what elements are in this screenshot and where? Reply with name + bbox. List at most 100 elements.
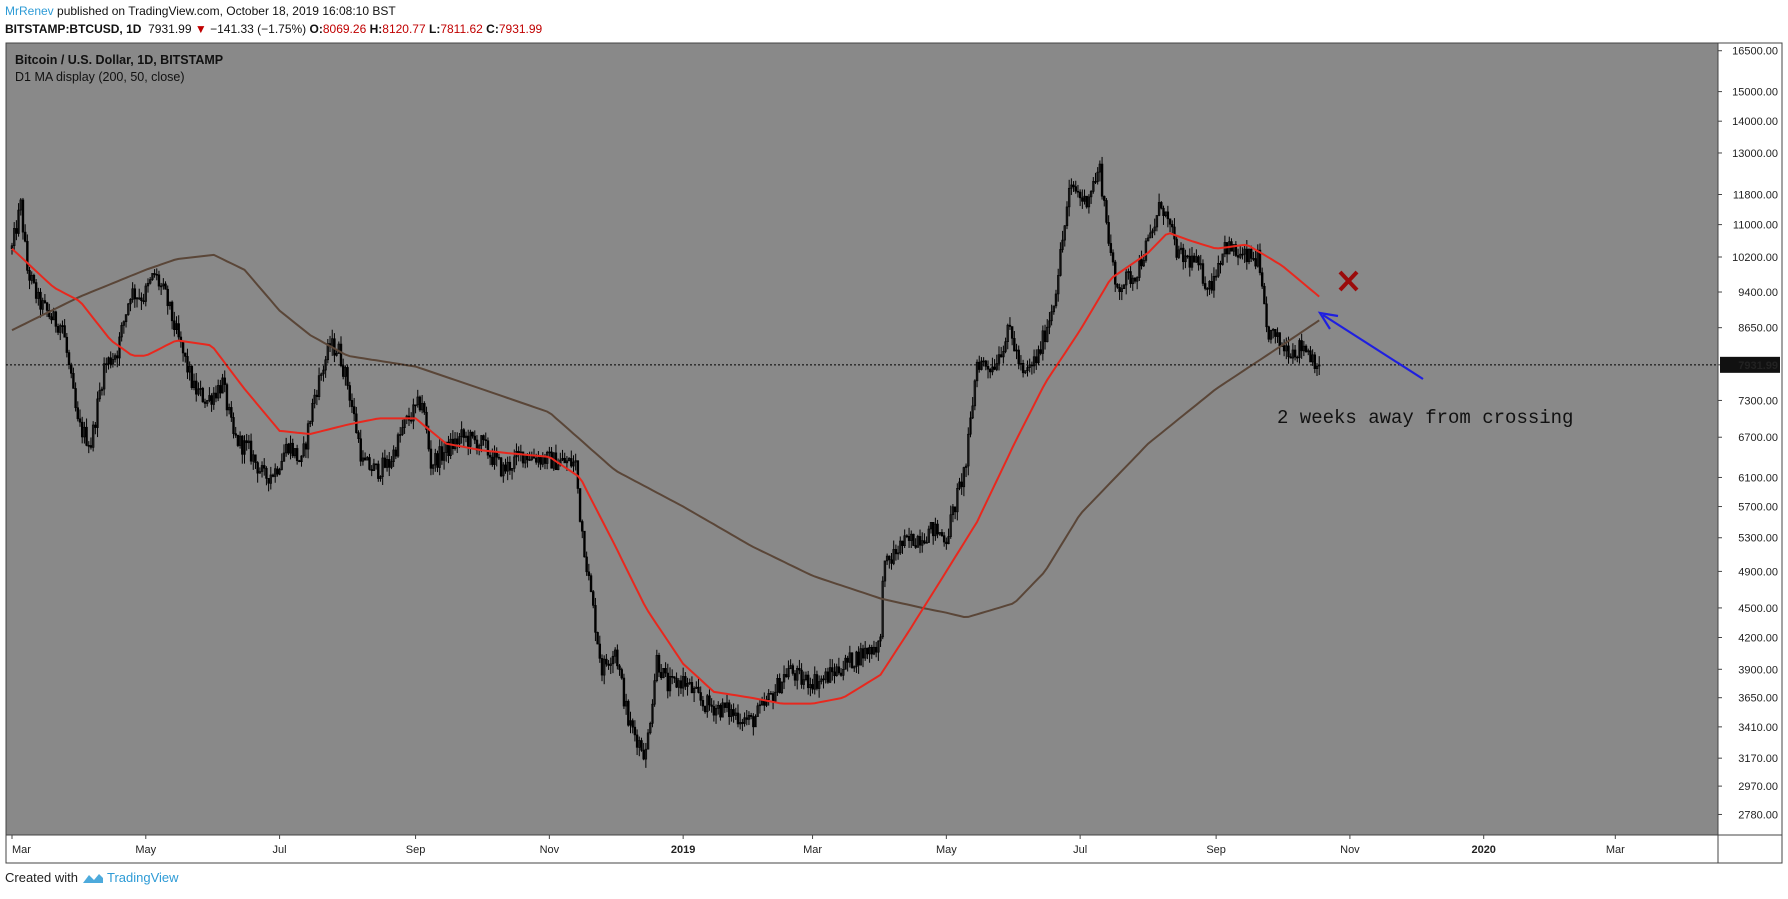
tradingview-link[interactable]: TradingView <box>82 870 179 885</box>
candle <box>293 448 297 459</box>
candle <box>401 419 404 436</box>
candle <box>510 468 514 480</box>
candle <box>1105 198 1108 225</box>
candle <box>190 365 194 390</box>
chart-frame <box>5 42 1783 864</box>
candle <box>445 441 448 462</box>
candle <box>916 534 920 548</box>
candle <box>572 455 575 473</box>
candle <box>789 659 792 670</box>
candle <box>267 478 270 492</box>
candle <box>1149 224 1152 239</box>
candle <box>903 529 906 549</box>
candle <box>192 373 196 391</box>
candle <box>1072 181 1075 192</box>
candle <box>166 285 169 315</box>
candle <box>1182 243 1185 270</box>
candle <box>1028 358 1031 373</box>
candle <box>232 412 235 439</box>
candle <box>420 394 424 414</box>
candle <box>1173 218 1176 246</box>
candle <box>225 382 229 417</box>
candle <box>967 427 970 476</box>
candle <box>892 540 895 566</box>
author-link[interactable]: MrRenev <box>5 4 54 18</box>
candle <box>177 315 180 340</box>
candle <box>113 353 117 363</box>
candle <box>1304 344 1308 353</box>
candle <box>589 573 593 593</box>
candle <box>1300 333 1303 359</box>
candle <box>662 668 665 679</box>
candle <box>471 431 474 439</box>
candle <box>162 278 165 290</box>
candle <box>377 460 380 482</box>
candle <box>991 357 994 376</box>
candle <box>894 544 898 561</box>
candle <box>263 458 266 476</box>
candle <box>98 382 101 402</box>
candle <box>635 729 639 756</box>
candle <box>780 681 784 695</box>
candle <box>664 662 667 678</box>
candle <box>1026 360 1029 377</box>
publish-info: published on TradingView.com, October 18… <box>57 4 396 18</box>
candle <box>877 640 880 661</box>
candle <box>100 386 104 396</box>
candle <box>1070 178 1073 195</box>
candle <box>1203 276 1207 291</box>
arrow-annotation[interactable] <box>1322 314 1424 380</box>
candle <box>142 293 145 305</box>
candle <box>74 382 77 412</box>
candle <box>418 395 422 412</box>
annotation-text[interactable]: 2 weeks away from crossing <box>1277 407 1573 429</box>
candle <box>56 323 60 336</box>
last-price-badge <box>1720 356 1780 373</box>
candle <box>1260 267 1264 289</box>
low-label: L: <box>429 22 441 36</box>
candle <box>1221 253 1224 266</box>
candle <box>804 671 808 682</box>
candle <box>756 702 759 717</box>
candle <box>741 718 744 732</box>
candle <box>300 455 303 467</box>
candle <box>87 441 90 454</box>
candle <box>186 348 189 380</box>
y-tick-label: 3650.00 <box>1738 693 1778 705</box>
plot-area[interactable] <box>6 43 1718 835</box>
price-axis[interactable] <box>1718 43 1782 863</box>
candle <box>276 466 279 477</box>
candle <box>1188 248 1192 277</box>
candle <box>1092 177 1095 194</box>
candle <box>344 365 347 386</box>
candle <box>914 538 917 549</box>
candle <box>1258 243 1262 276</box>
candle <box>282 444 286 462</box>
candle <box>508 456 512 475</box>
candle <box>927 525 930 543</box>
candle <box>710 698 713 713</box>
candle <box>815 670 819 691</box>
candle <box>131 282 134 303</box>
candle <box>609 657 612 675</box>
candle <box>109 351 112 369</box>
candle <box>644 742 648 768</box>
time-axis[interactable] <box>6 835 1718 863</box>
candle <box>151 273 154 281</box>
x-tick-label: Nov <box>1340 844 1360 856</box>
cross-mark-icon[interactable] <box>1338 270 1359 292</box>
candle <box>679 675 683 695</box>
candle <box>624 693 628 715</box>
candle <box>785 668 788 678</box>
candle <box>552 452 555 471</box>
candle <box>767 689 770 706</box>
candle <box>598 635 602 663</box>
candle <box>91 421 95 452</box>
candle <box>34 278 38 304</box>
candle <box>146 278 150 293</box>
y-tick-label: 4900.00 <box>1738 566 1778 578</box>
y-tick-label: 6700.00 <box>1738 432 1778 444</box>
annotations: 2 weeks away from crossing <box>1277 270 1573 429</box>
candle <box>1315 363 1319 377</box>
